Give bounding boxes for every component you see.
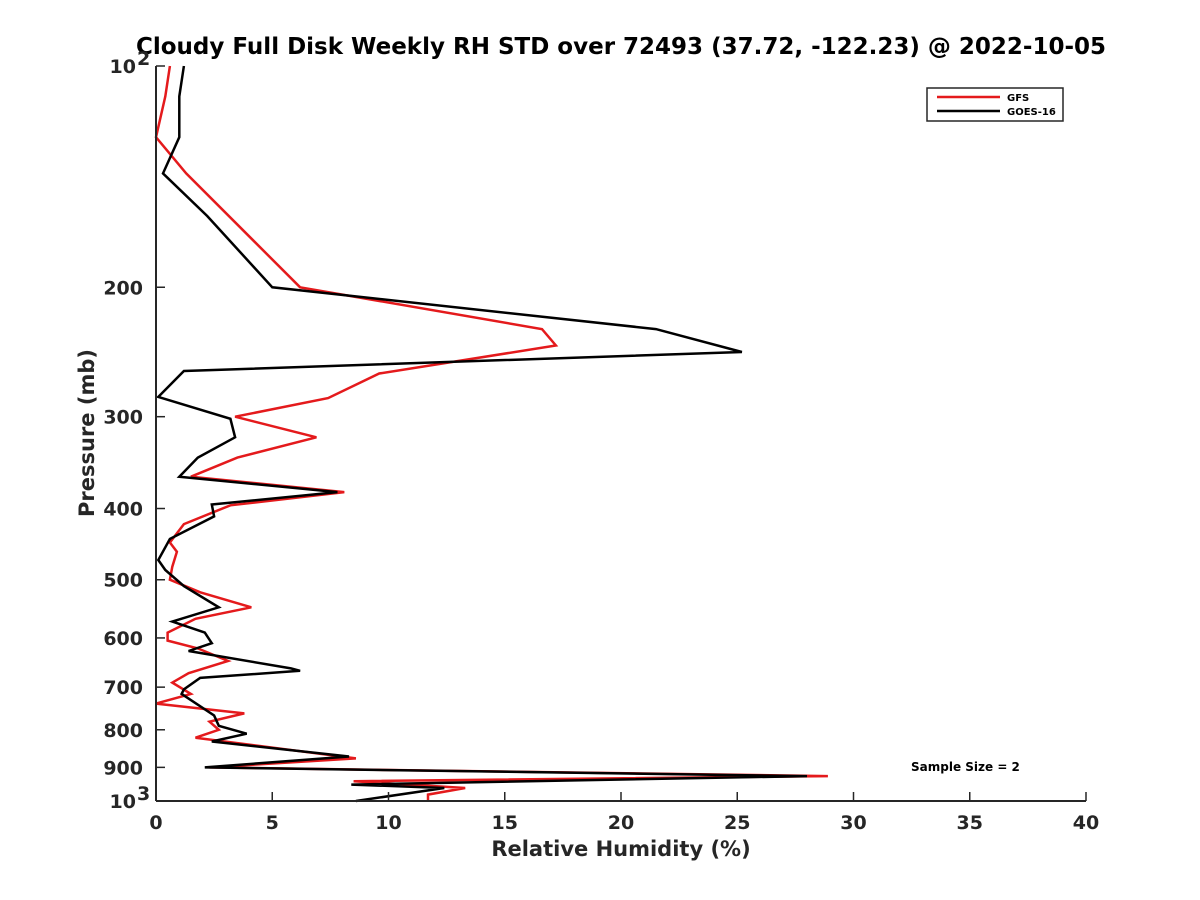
y-tick-label: 400: [103, 499, 143, 521]
chart-title: Cloudy Full Disk Weekly RH STD over 7249…: [136, 34, 1106, 60]
x-tick-label: 35: [957, 812, 983, 834]
y-tick-label: 700: [103, 677, 143, 699]
x-tick-label: 30: [840, 812, 866, 834]
y-tick-label: 900: [103, 757, 143, 779]
x-tick-label: 20: [608, 812, 634, 834]
x-axis-label: Relative Humidity (%): [491, 837, 750, 861]
plot-lines: [154, 65, 828, 803]
x-tick-label: 15: [492, 812, 518, 834]
legend-label-goes16: GOES-16: [1007, 107, 1056, 118]
x-tick-label: 10: [375, 812, 401, 834]
series-line-gfs: [154, 65, 828, 801]
x-tick-label: 40: [1073, 812, 1099, 834]
y-tick-label: 500: [103, 570, 143, 592]
y-tick-label: 200: [103, 277, 143, 299]
x-tick-label: 0: [149, 812, 162, 834]
y-tick-label: 600: [103, 628, 143, 650]
y-tick-label: 10: [110, 791, 136, 813]
y-tick-label: 300: [103, 407, 143, 429]
series-line-goes16: [155, 65, 808, 803]
sample-size-annotation: Sample Size = 2: [911, 760, 1020, 774]
legend-box: [926, 87, 1064, 122]
x-tick-label: 5: [266, 812, 279, 834]
x-tick-label: 25: [724, 812, 750, 834]
legend-label-gfs: GFS: [1007, 93, 1029, 104]
y-tick-exponent: 2: [137, 48, 150, 70]
y-tick-exponent: 3: [137, 783, 150, 805]
y-tick-label: 800: [103, 720, 143, 742]
y-axis-label: Pressure (mb): [75, 349, 99, 517]
x-axis-ticks: 0 5 10 15 20 25 30 35 40: [149, 792, 1099, 834]
legend: GFS GOES-16: [926, 87, 1064, 122]
y-tick-label: 10: [110, 56, 136, 78]
